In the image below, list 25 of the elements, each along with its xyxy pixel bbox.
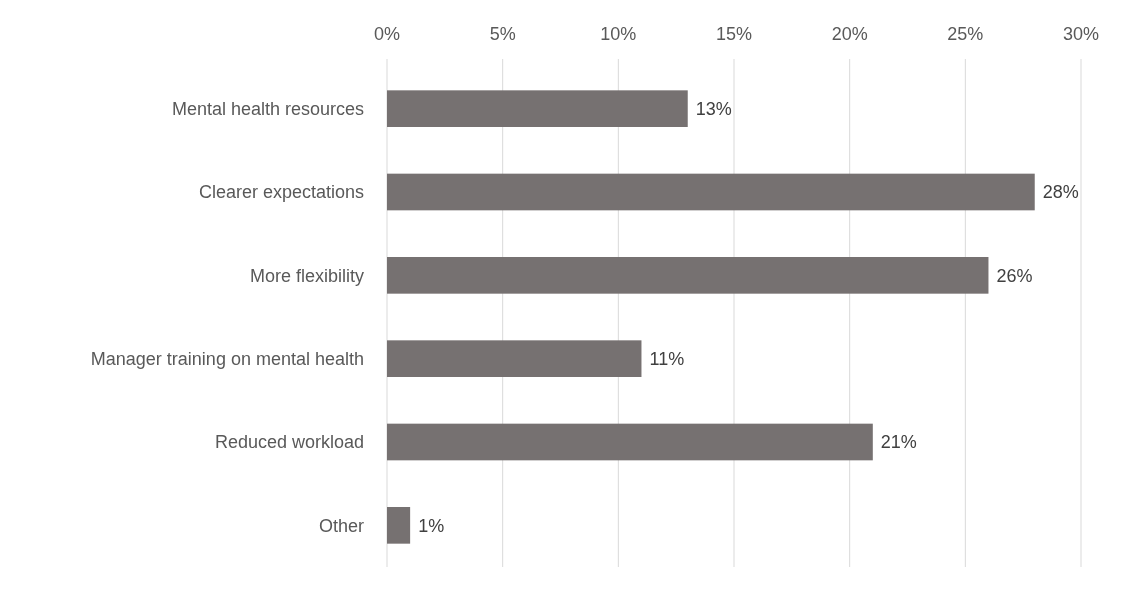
bar bbox=[387, 257, 989, 294]
data-label: 21% bbox=[880, 432, 917, 453]
bar bbox=[387, 423, 873, 461]
y-tick-label: More flexibility bbox=[249, 265, 364, 286]
bar bbox=[387, 340, 642, 377]
x-tick-label: 25% bbox=[947, 24, 984, 44]
data-label: 26% bbox=[996, 265, 1033, 286]
bar bbox=[387, 507, 411, 544]
x-tick-label: 5% bbox=[489, 24, 516, 44]
y-tick-label: Manager training on mental health bbox=[90, 348, 364, 369]
bar bbox=[387, 173, 1035, 211]
bar bbox=[387, 90, 688, 127]
x-tick-label: 10% bbox=[600, 24, 637, 44]
y-tick-label: Other bbox=[318, 515, 364, 536]
x-tick-label: 20% bbox=[831, 24, 868, 44]
x-tick-label: 15% bbox=[715, 24, 753, 44]
data-label: 28% bbox=[1042, 182, 1079, 203]
x-tick-label: 0% bbox=[373, 24, 401, 44]
data-label: 13% bbox=[695, 98, 732, 119]
y-tick-label: Clearer expectations bbox=[198, 182, 364, 203]
data-label: 1% bbox=[418, 515, 445, 536]
data-label: 11% bbox=[649, 348, 685, 369]
x-tick-label: 30% bbox=[1062, 24, 1100, 44]
y-tick-label: Mental health resources bbox=[171, 98, 364, 119]
y-tick-label: Reduced workload bbox=[214, 432, 364, 453]
